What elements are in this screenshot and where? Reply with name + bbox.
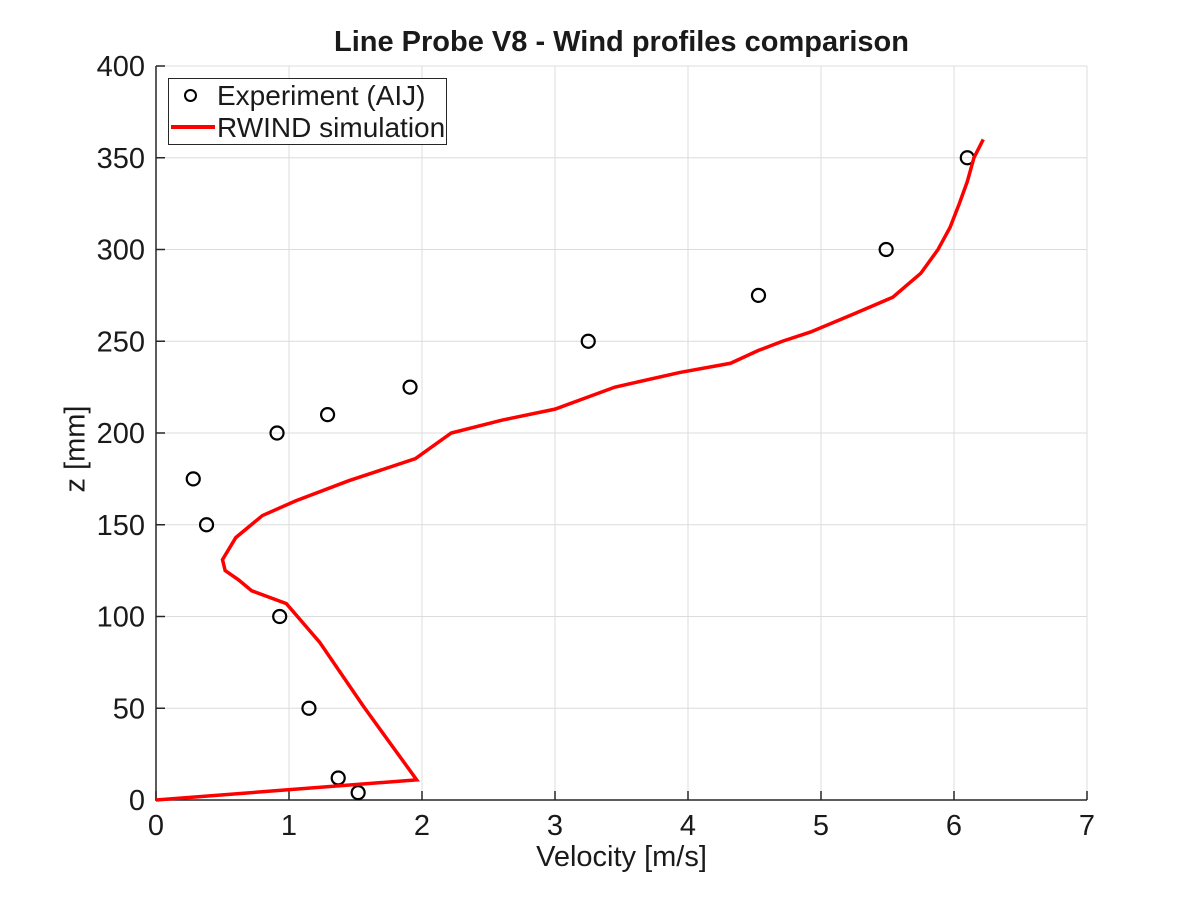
experiment-data-point [330,770,346,786]
x-tick-label: 1 [281,810,297,842]
y-tick-label: 400 [97,51,145,83]
experiment-data-point [878,241,894,258]
legend-label-experiment: Experiment (AIJ) [217,79,426,111]
experiment-data-point [272,608,288,625]
y-tick-label: 350 [97,143,145,175]
y-tick-label: 50 [113,693,145,725]
x-tick-label: 3 [547,810,563,842]
legend-swatch-experiment [169,79,217,111]
legend-item-experiment: Experiment (AIJ) [169,79,446,111]
chart-title: Line Probe V8 - Wind profiles comparison [334,26,909,58]
experiment-data-point [750,287,767,303]
legend: Experiment (AIJ) RWIND simulation [168,78,447,145]
legend-swatch-simulation [169,111,217,143]
y-axis-label: z [mm] [59,405,92,493]
legend-label-simulation: RWIND simulation [217,111,446,143]
experiment-data-point [198,517,215,533]
x-tick-label: 4 [680,810,696,842]
experiment-data-point [269,425,285,441]
y-tick-label: 100 [97,602,145,634]
y-tick-label: 150 [97,510,145,542]
y-tick-label: 0 [129,785,145,817]
x-tick-label: 0 [148,810,164,842]
x-tick-label: 5 [813,810,829,842]
open-circle-marker-icon [184,88,197,102]
x-tick-label: 7 [1079,810,1095,842]
experiment-data-point [580,333,596,349]
x-tick-label: 6 [946,810,962,842]
experiment-data-point [319,407,336,423]
y-tick-label: 200 [97,418,145,450]
simulation-line [155,138,985,802]
y-tick-label: 300 [97,235,145,267]
experiment-data-point [350,785,366,801]
red-line-marker-icon [171,125,215,129]
y-tick-label: 250 [97,326,145,358]
x-tick-label: 2 [414,810,430,842]
experiment-data-point [402,379,418,395]
legend-item-simulation: RWIND simulation [169,111,446,143]
experiment-data-point [301,700,317,716]
experiment-data-point [185,471,201,487]
x-axis-label: Velocity [m/s] [536,841,707,873]
